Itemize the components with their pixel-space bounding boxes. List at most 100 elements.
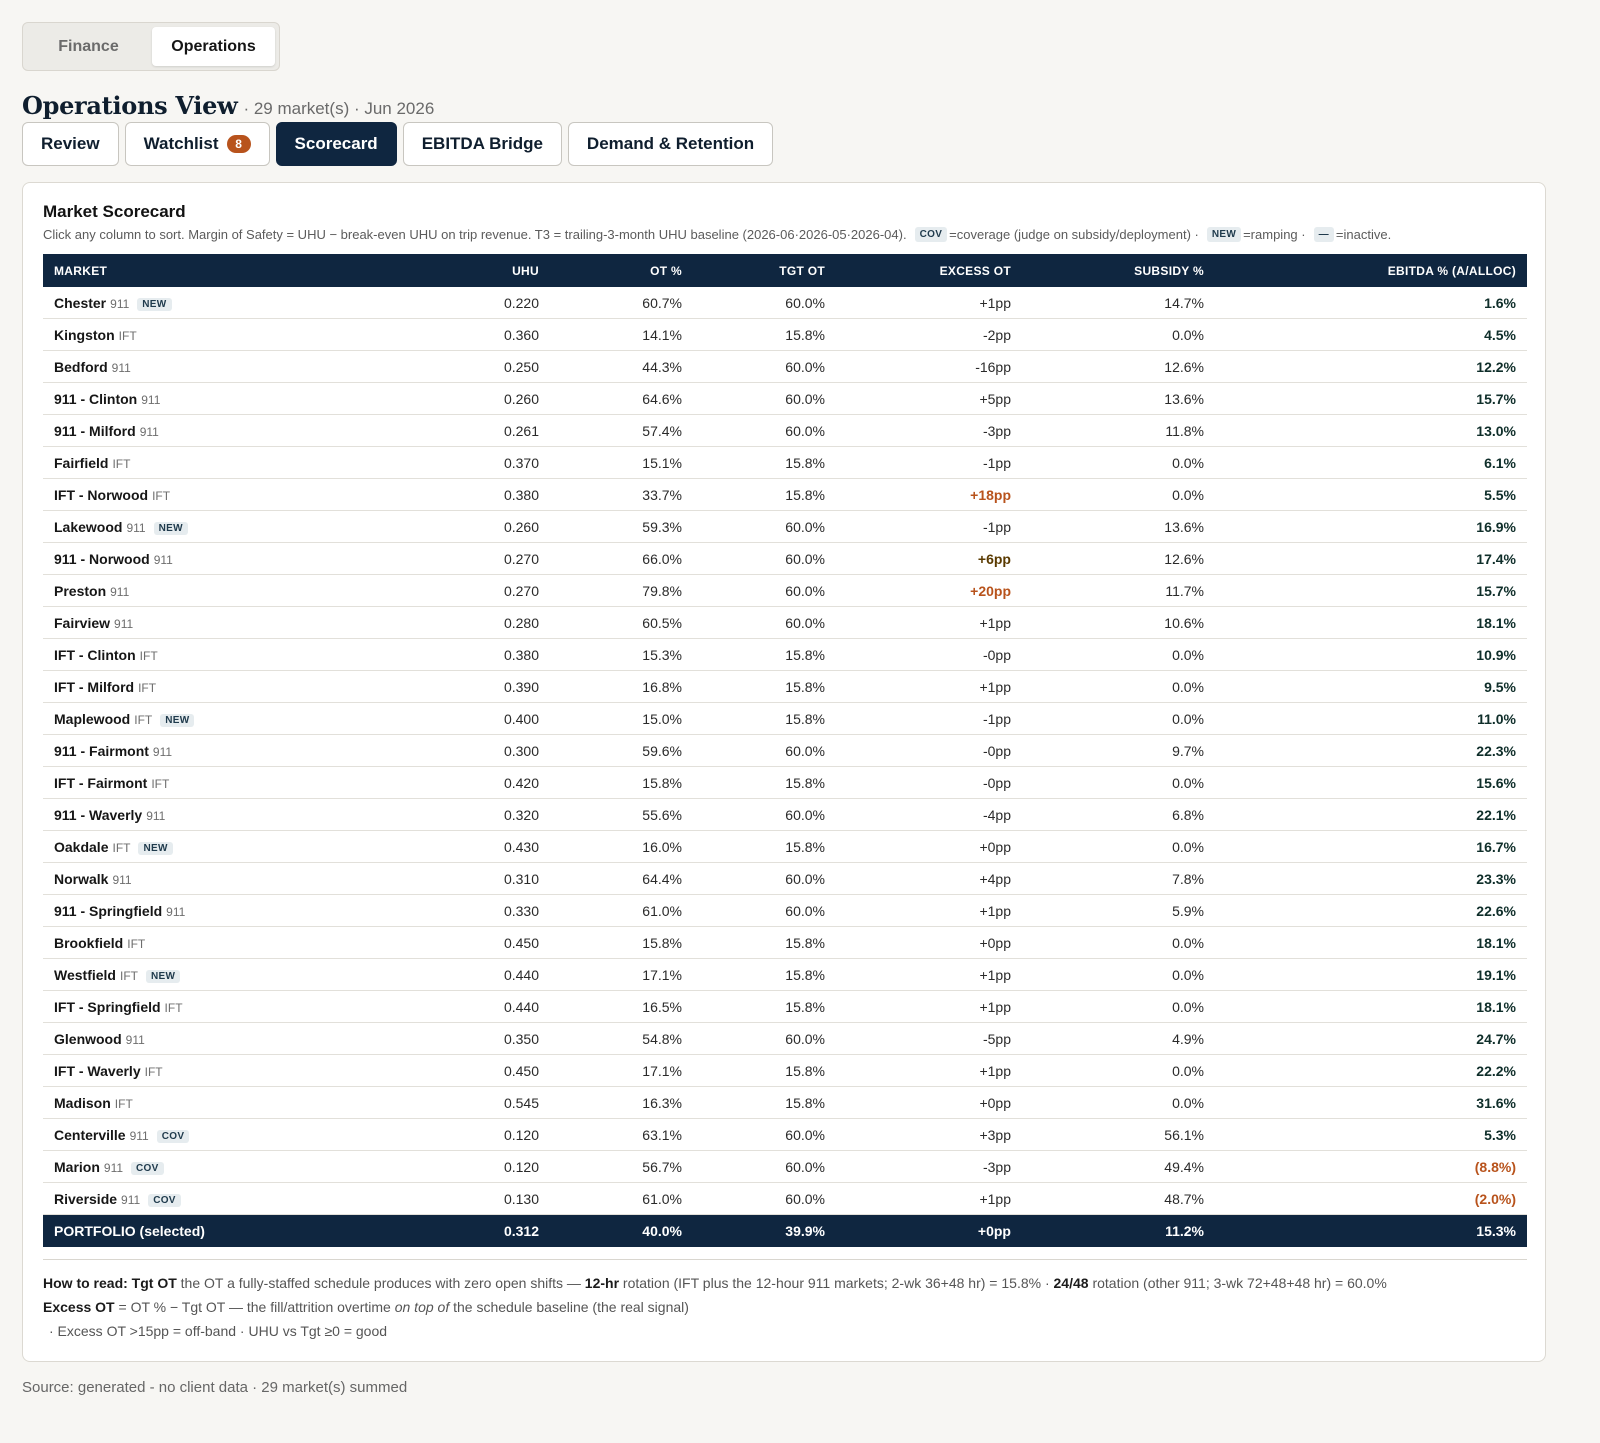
col-header-subsidy[interactable]: SUBSIDY % [1134,263,1204,278]
cell-subsidy: 13.6% [1164,518,1204,535]
cell-uhu: 0.260 [503,518,539,535]
col-header-excess-ot[interactable]: EXCESS OT [939,263,1011,278]
market-name: Brookfield [54,934,124,951]
table-row[interactable]: IFT - Milford IFT 0.390 16.8% 15.8% +1pp 0.0% 9… [43,671,1527,703]
table-row[interactable]: Brookfield IFT 0.450 15.8% 15.8% +0pp 0.0% 18.1… [43,927,1527,959]
market-name: IFT - Fairmont [54,774,148,791]
cell-uhu: 0.360 [503,326,539,343]
table-row[interactable]: Lakewood 911 NEW 0.260 59.3% 60.0% -1pp 13.6% 16… [43,511,1527,543]
table-row[interactable]: Kingston IFT 0.360 14.1% 15.8% -2pp 0.0% 4.5% [43,319,1527,351]
cell-tgt-ot: 15.8% [785,934,825,951]
cell-subsidy: 0.0% [1172,454,1204,471]
table-row[interactable]: Fairview 911 0.280 60.5% 60.0% +1pp 10.6% 18.1% [43,607,1527,639]
table-row[interactable]: IFT - Waverly IFT 0.450 17.1% 15.8% +1pp 0.0% 2… [43,1055,1527,1087]
table-row[interactable]: 911 - Springfield 911 0.330 61.0% 60.0% +1pp 5… [43,895,1527,927]
cell-market: Fairfield IFT [43,455,425,471]
market-type: 911 [126,520,146,535]
table-row[interactable]: Oakdale IFT NEW 0.430 16.0% 15.8% +0pp 0.0% 16.7… [43,831,1527,863]
table-row[interactable]: Westfield IFT NEW 0.440 17.1% 15.8% +1pp 0.0% 19… [43,959,1527,991]
table-row[interactable]: 911 - Fairmont 911 0.300 59.6% 60.0% -0pp 9.7%… [43,735,1527,767]
cell-subsidy: 11.8% [1165,422,1204,439]
cell-subsidy: 9.7% [1172,742,1204,759]
cell-market: Riverside 911 COV [43,1191,425,1207]
table-row[interactable]: IFT - Springfield IFT 0.440 16.5% 15.8% +1pp 0… [43,991,1527,1023]
tab-watchlist[interactable]: Watchlist 8 [124,122,270,166]
table-row[interactable]: Riverside 911 COV 0.130 61.0% 60.0% +1pp 48.7% (… [43,1183,1527,1215]
cell-excess-ot: +1pp [979,902,1011,919]
cell-tgt-ot: 15.8% [785,646,825,663]
market-status-chip: NEW [153,521,188,535]
table-row[interactable]: IFT - Fairmont IFT 0.420 15.8% 15.8% -0pp 0.0%… [43,767,1527,799]
table-row[interactable]: Glenwood 911 0.350 54.8% 60.0% -5pp 4.9% 24.7% [43,1023,1527,1055]
market-type: 911 [146,808,166,823]
col-header-ot[interactable]: OT % [650,263,682,278]
table-row[interactable]: Madison IFT 0.545 16.3% 15.8% +0pp 0.0% 31.6% [43,1087,1527,1119]
view-toggle-operations[interactable]: Operations [152,27,275,66]
cell-ot: 17.1% [642,966,682,983]
table-row[interactable]: 911 - Norwood 911 0.270 66.0% 60.0% +6pp 12.6%… [43,543,1527,575]
cell-tgt-ot: 60.0% [785,1126,825,1143]
table-row[interactable]: Marion 911 COV 0.120 56.7% 60.0% -3pp 49.4% (8.8… [43,1151,1527,1183]
table-row[interactable]: Norwalk 911 0.310 64.4% 60.0% +4pp 7.8% 23.3% [43,863,1527,895]
market-type: IFT [138,680,157,695]
col-header-uhu[interactable]: UHU [512,263,539,278]
note-24-48: 24/48 [1053,1275,1089,1291]
col-header-tgt-ot[interactable]: TGT OT [779,263,825,278]
cell-tgt-ot: 15.8% [785,1062,825,1079]
cell-market: IFT - Milford IFT [43,679,425,695]
cell-ebitda: 1.6% [1484,294,1516,311]
cell-uhu: 0.380 [503,646,539,663]
cell-market: 911 - Clinton 911 [43,391,425,407]
market-status-chip: COV [148,1193,181,1207]
cell-market: Maplewood IFT NEW [43,711,425,727]
legend-cov-chip: COV [914,227,948,242]
cell-excess-ot: -0pp [982,774,1011,791]
table-row[interactable]: Bedford 911 0.250 44.3% 60.0% -16pp 12.6% 12.2% [43,351,1527,383]
table-row[interactable]: Preston 911 0.270 79.8% 60.0% +20pp 11.7% 15.7% [43,575,1527,607]
tab-scorecard[interactable]: Scorecard [275,122,397,166]
view-toggle-finance[interactable]: Finance [58,37,119,55]
cell-ot: 15.8% [642,774,682,791]
table-row[interactable]: IFT - Clinton IFT 0.380 15.3% 15.8% -0pp 0.0% 1… [43,639,1527,671]
table-row[interactable]: IFT - Norwood IFT 0.380 33.7% 15.8% +18pp 0.0%… [43,479,1527,511]
market-type: 911 [153,552,173,567]
col-header-market[interactable]: MARKET [54,263,108,278]
cell-uhu: 0.350 [503,1030,539,1047]
cell-market: Marion 911 COV [43,1159,425,1175]
market-type: 911 [114,616,134,631]
cell-excess-ot: -3pp [982,422,1011,439]
cell-tgt-ot: 15.8% [785,710,825,727]
tab-review-label: Review [41,134,100,153]
tab-review[interactable]: Review [22,122,119,166]
source-footer: Source: generated - no client data · 29 … [22,1379,408,1396]
tab-ebitda-bridge[interactable]: EBITDA Bridge [402,122,562,166]
cell-market: IFT - Norwood IFT [43,487,425,503]
table-row[interactable]: 911 - Milford 911 0.261 57.4% 60.0% -3pp 11.8%… [43,415,1527,447]
market-status-chip: NEW [145,969,181,983]
cell-subsidy: 0.0% [1172,646,1204,663]
note-12hr: 12-hr [584,1275,620,1291]
cell-tgt-ot: 15.8% [785,966,825,983]
cell-subsidy: 6.8% [1172,806,1204,823]
watchlist-count-badge: 8 [226,135,251,153]
market-type: IFT [139,648,158,663]
cell-excess-ot: +0pp [979,838,1011,855]
table-row[interactable]: 911 - Waverly 911 0.320 55.6% 60.0% -4pp 6.8% 2… [43,799,1527,831]
cell-uhu: 0.310 [503,870,539,887]
cell-ebitda: 22.2% [1476,1062,1516,1079]
market-type: IFT [127,936,146,951]
col-header-ebitda[interactable]: EBITDA % (A/ALLOC) [1387,263,1516,278]
table-row[interactable]: Fairfield IFT 0.370 15.1% 15.8% -1pp 0.0% 6.1% [43,447,1527,479]
table-row[interactable]: Centerville 911 COV 0.120 63.1% 60.0% +3pp 56.1… [43,1119,1527,1151]
cell-uhu: 0.370 [503,454,539,471]
table-row[interactable]: Maplewood IFT NEW 0.400 15.0% 15.8% -1pp 0.0% 11… [43,703,1527,735]
table-row[interactable]: Chester 911 NEW 0.220 60.7% 60.0% +1pp 14.7% 1.6… [43,287,1527,319]
tab-demand-retention[interactable]: Demand & Retention [567,122,774,166]
note-excess-label: Excess OT [43,1299,115,1315]
cell-market: 911 - Waverly 911 [43,807,425,823]
table-row[interactable]: 911 - Clinton 911 0.260 64.6% 60.0% +5pp 13.6%… [43,383,1527,415]
cell-ebitda: 17.4% [1476,550,1516,567]
cell-market: IFT - Springfield IFT [43,999,425,1015]
market-type: IFT [144,1064,163,1079]
market-name: Madison [54,1094,111,1111]
